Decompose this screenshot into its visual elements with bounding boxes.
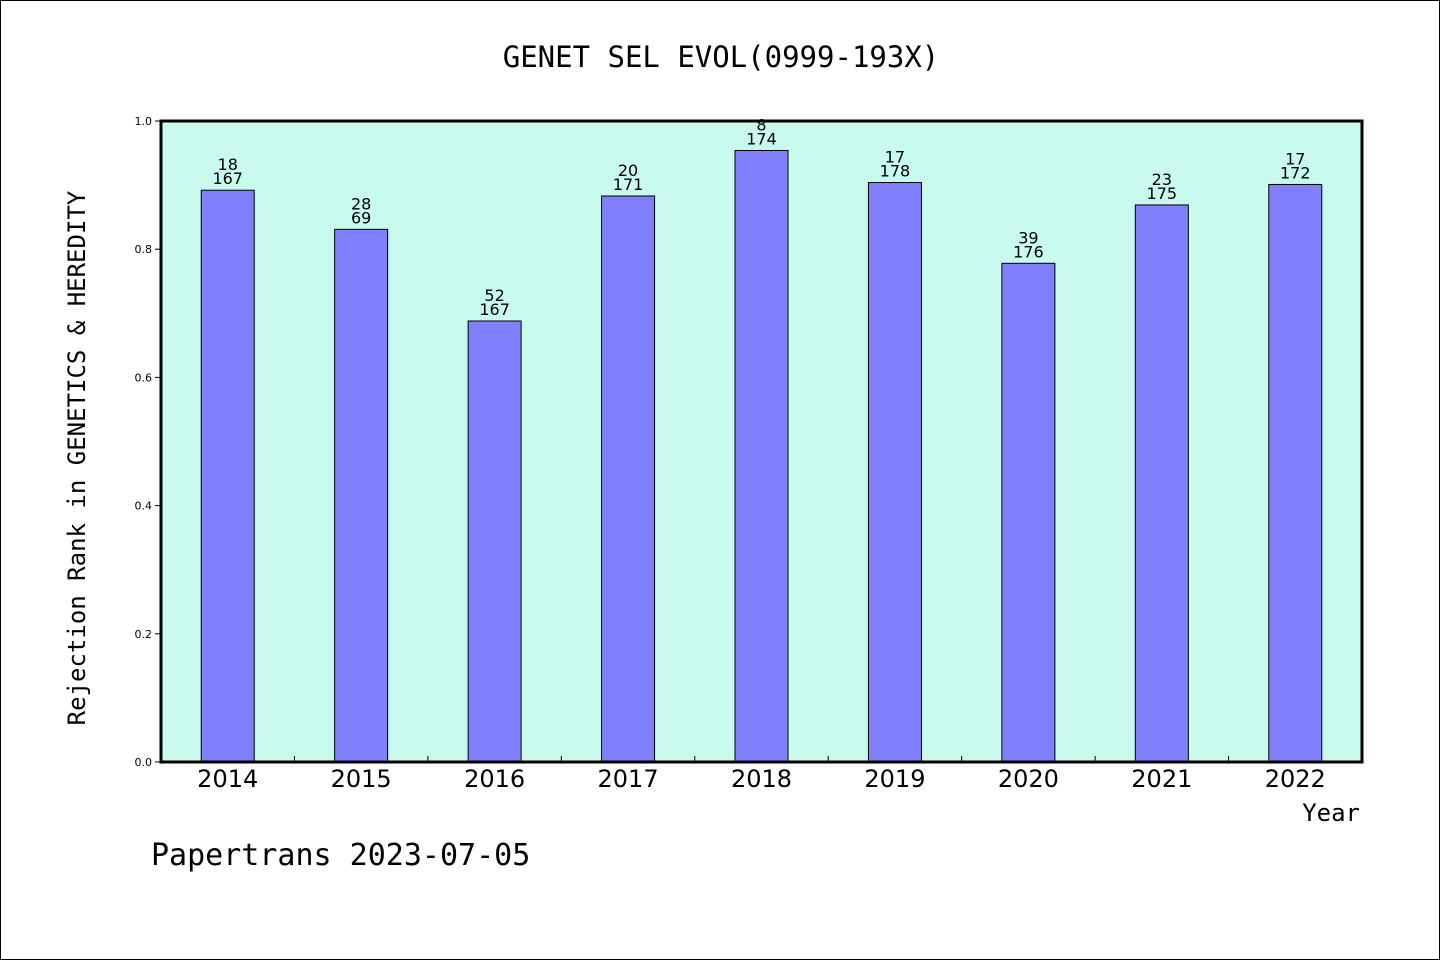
bar-2015 <box>334 228 389 763</box>
bar-label-top: 18 <box>218 155 238 174</box>
bar-label-bottom: 69 <box>351 208 371 227</box>
bar-label-bottom: 174 <box>746 129 777 148</box>
bar-label-bottom: 167 <box>212 169 243 188</box>
bar-label-bottom: 175 <box>1147 184 1178 203</box>
y-tick-label: 1.0 <box>135 115 153 128</box>
chart-title: GENET SEL EVOL(0999-193X) <box>503 40 940 74</box>
y-tick-label: 0.0 <box>135 756 153 769</box>
y-axis: 0.0 0.2 0.4 0.6 0.8 1.0 <box>135 115 161 769</box>
x-tick-label: 2019 <box>864 765 925 793</box>
bar-label-top: 8 <box>756 115 766 134</box>
y-axis-label: Rejection Rank in GENETICS & HEREDITY <box>63 190 91 725</box>
bar-label-bottom: 172 <box>1280 163 1311 182</box>
bar-2014 <box>200 189 255 763</box>
bar-2020 <box>1001 262 1056 763</box>
x-tick-label: 2018 <box>731 765 792 793</box>
x-tick-label: 2022 <box>1265 765 1326 793</box>
bar-label-top: 17 <box>885 148 905 167</box>
bar-2021 <box>1134 204 1189 763</box>
y-tick-label: 0.4 <box>135 500 153 513</box>
bar-2022 <box>1268 183 1323 763</box>
bar-label-top: 28 <box>351 194 371 213</box>
bar-2018 <box>734 149 789 763</box>
plot-border <box>159 119 1364 764</box>
x-tick-label: 2020 <box>998 765 1059 793</box>
x-tick-label: 2015 <box>331 765 392 793</box>
x-tick-label: 2016 <box>464 765 525 793</box>
bar-label-bottom: 178 <box>880 162 911 181</box>
x-axis: 2014 2015 2016 2017 2018 2019 2020 2021 2022 <box>197 756 1326 793</box>
x-tick-label: 2021 <box>1131 765 1192 793</box>
bars-group: 1816728695216720171817417178391762317517… <box>200 115 1323 763</box>
bar-label-bottom: 176 <box>1013 242 1044 261</box>
y-tick-label: 0.8 <box>135 243 153 256</box>
bar-label-top: 52 <box>484 286 504 305</box>
bar-label-top: 20 <box>618 161 638 180</box>
footer-text: Papertrans 2023-07-05 <box>151 838 530 873</box>
x-axis-label: Year <box>1302 799 1360 827</box>
bar-2016 <box>467 320 522 763</box>
bar-label-top: 23 <box>1152 170 1172 189</box>
bar-2019 <box>867 182 922 763</box>
x-tick-label: 2017 <box>598 765 659 793</box>
y-tick-label: 0.6 <box>135 371 153 384</box>
bar-label-top: 17 <box>1285 149 1305 168</box>
bar-label-bottom: 167 <box>479 300 510 319</box>
bar-label-bottom: 171 <box>613 175 644 194</box>
x-tick-label: 2014 <box>197 765 258 793</box>
y-tick-label: 0.2 <box>135 628 153 641</box>
bar-label-top: 39 <box>1018 228 1038 247</box>
bar-2017 <box>601 195 656 763</box>
